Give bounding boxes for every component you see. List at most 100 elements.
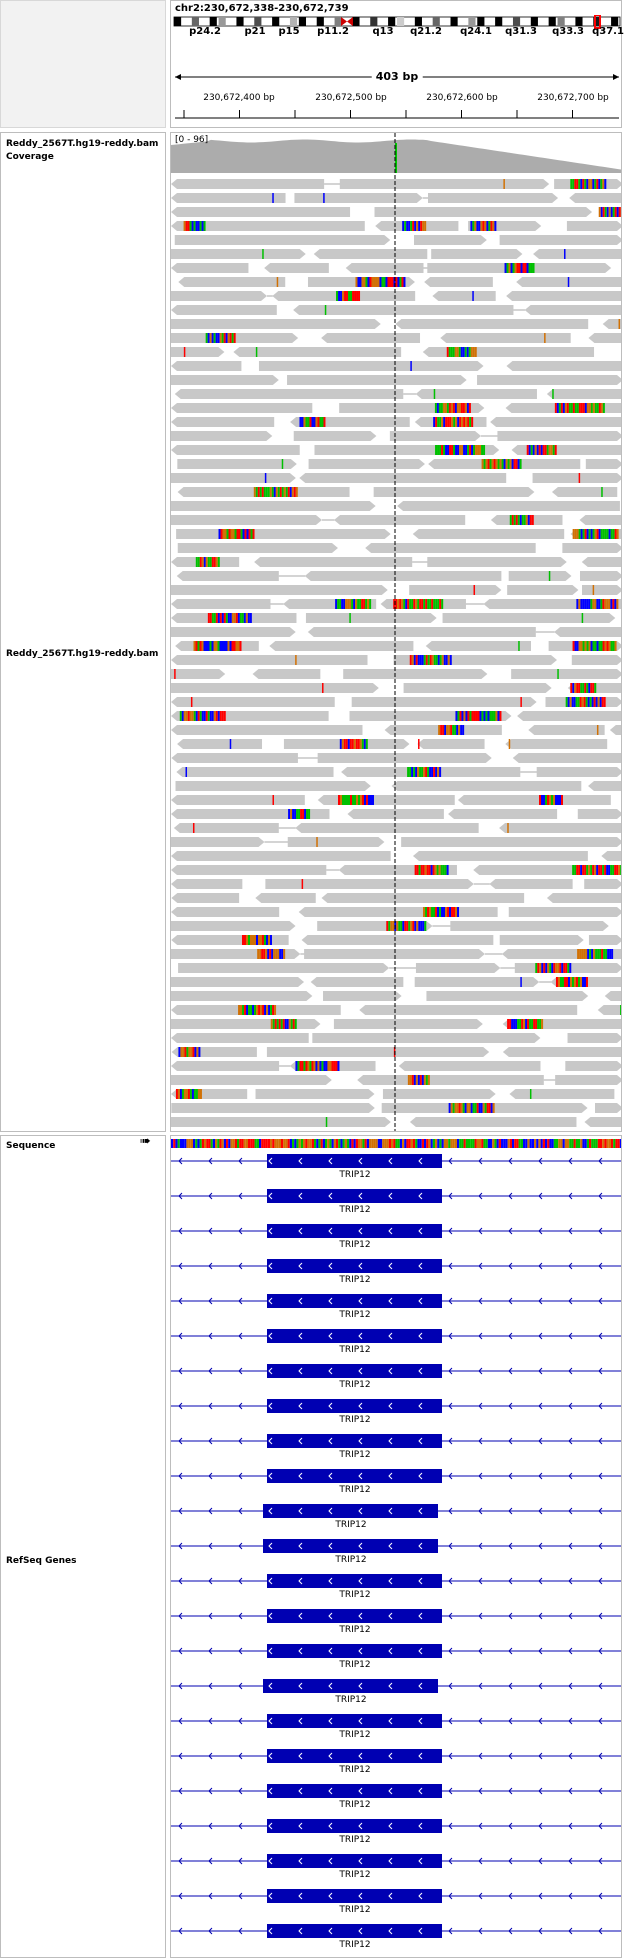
mismatch-base (441, 655, 444, 665)
refseq-track-name[interactable]: RefSeq Genes (6, 1556, 77, 1566)
mismatch-base (429, 599, 432, 609)
mismatch-base (253, 935, 256, 945)
gene-label[interactable]: TRIP12 (339, 1590, 371, 1600)
gene-label[interactable]: TRIP12 (339, 1345, 371, 1355)
sequence-track-name[interactable]: Sequence (6, 1141, 56, 1151)
feature-canvas[interactable] (171, 1136, 622, 1958)
mismatch-base (429, 907, 432, 917)
aligned-read (334, 515, 466, 525)
sequence-base (454, 1139, 457, 1148)
aligned-read (171, 375, 279, 385)
mismatch-base (455, 417, 458, 427)
gene-label[interactable]: TRIP12 (339, 1170, 371, 1180)
mismatch-base (409, 1075, 412, 1085)
gene-label[interactable]: TRIP12 (339, 1905, 371, 1915)
mismatch-base (507, 823, 509, 833)
strand-arrow-icon (418, 1542, 423, 1550)
aligned-read (174, 389, 404, 399)
strand-arrow-icon (208, 1332, 213, 1340)
gene-label[interactable]: TRIP12 (339, 1450, 371, 1460)
strand-arrow-icon (418, 1437, 423, 1445)
strand-arrow-icon (568, 1892, 573, 1900)
mismatch-base (446, 347, 449, 357)
coverage-track-name[interactable]: Reddy_2567T.hg19-reddy.bam Coverage (6, 139, 159, 162)
strand-arrow-icon (328, 1297, 333, 1305)
mismatch-base (276, 277, 279, 287)
gene-label[interactable]: TRIP12 (339, 1800, 371, 1810)
mismatch-base (587, 949, 590, 959)
strand-arrow-icon (418, 1507, 423, 1515)
gene-label[interactable]: TRIP12 (339, 1415, 371, 1425)
mismatch-base (361, 277, 364, 287)
gene-exon (263, 1504, 438, 1518)
ruler[interactable] (171, 1, 623, 129)
mismatch-base (339, 739, 342, 749)
gene-label[interactable]: TRIP12 (339, 1835, 371, 1845)
gene-label[interactable]: TRIP12 (339, 1380, 371, 1390)
gene-label[interactable]: TRIP12 (339, 1940, 371, 1950)
gene-label[interactable]: TRIP12 (339, 1275, 371, 1285)
gene-label[interactable]: TRIP12 (339, 1765, 371, 1775)
gene-label[interactable]: TRIP12 (339, 1485, 371, 1495)
gene-label[interactable]: TRIP12 (335, 1520, 367, 1530)
mismatch-base (371, 277, 374, 287)
gene-label[interactable]: TRIP12 (339, 1310, 371, 1320)
chromosome-ideogram[interactable] (171, 15, 623, 39)
mismatch-base (580, 529, 583, 539)
sequence-base (195, 1139, 198, 1148)
cytoband (289, 17, 298, 26)
cytoband (557, 17, 565, 26)
aligned-read (597, 1005, 621, 1015)
sequence-base (294, 1139, 297, 1148)
sequence-base (309, 1139, 312, 1148)
sequence-base (206, 1139, 209, 1148)
mismatch-base (249, 613, 252, 623)
mismatch-base (423, 599, 426, 609)
strand-arrow-icon (178, 1542, 183, 1550)
strand-arrow-icon (298, 1192, 303, 1200)
sequence-base (470, 1139, 473, 1148)
alignment-track-name[interactable]: Reddy_2567T.hg19-reddy.bam (6, 649, 159, 659)
gene-label[interactable]: TRIP12 (335, 1695, 367, 1705)
mismatch-base (352, 795, 355, 805)
strand-arrow-icon (538, 1472, 543, 1480)
sequence-base (245, 1139, 248, 1148)
mismatch-base (217, 711, 220, 721)
mismatch-base (576, 641, 579, 651)
gene-label[interactable]: TRIP12 (339, 1205, 371, 1215)
sequence-base (267, 1139, 270, 1148)
mismatch-base (293, 487, 296, 497)
mismatch-base (199, 221, 202, 231)
mismatch-base (291, 487, 294, 497)
mismatch-base (479, 445, 482, 455)
strand-arrow-icon (598, 1822, 603, 1830)
gene-label[interactable]: TRIP12 (339, 1660, 371, 1670)
aligned-read (171, 207, 351, 217)
mismatch-base (593, 697, 596, 707)
mismatch-base (459, 417, 462, 427)
mismatch-base (608, 641, 611, 651)
mismatch-base (294, 1019, 297, 1029)
feature-panel[interactable]: TRIP12 TRIP12 TRIP12 TRIP12 TRIP12 TRIP12 TRIP… (170, 1135, 622, 1958)
mismatch-base (247, 613, 250, 623)
mismatch-base (299, 417, 302, 427)
gene-label[interactable]: TRIP12 (339, 1625, 371, 1635)
sequence-strand-arrow-icon[interactable]: ➠ (140, 1134, 151, 1149)
mismatch-base (594, 683, 597, 693)
mismatch-base (196, 1047, 199, 1057)
gene-label[interactable]: TRIP12 (339, 1240, 371, 1250)
mismatch-base (614, 641, 617, 651)
gene-label[interactable]: TRIP12 (339, 1730, 371, 1740)
sequence-base (243, 1139, 246, 1148)
mismatch-base (349, 613, 351, 623)
mismatch-base (385, 277, 388, 287)
strand-arrow-icon (598, 1927, 603, 1935)
gene-label[interactable]: TRIP12 (335, 1555, 367, 1565)
mismatch-base (218, 529, 221, 539)
strand-arrow-icon (178, 1752, 183, 1760)
data-panel[interactable]: [0 - 96] (170, 132, 622, 1132)
mismatch-base (599, 949, 602, 959)
alignment-canvas[interactable] (171, 133, 622, 1132)
gene-label[interactable]: TRIP12 (339, 1870, 371, 1880)
mismatch-base (512, 263, 515, 273)
